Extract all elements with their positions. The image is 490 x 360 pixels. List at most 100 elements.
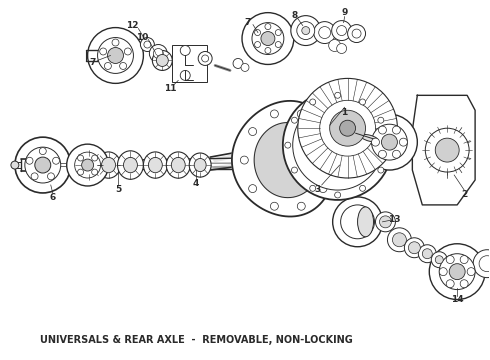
Circle shape [248,185,257,193]
Circle shape [399,138,407,146]
Circle shape [265,48,271,54]
Circle shape [362,114,417,170]
Circle shape [293,100,383,190]
Text: 14: 14 [451,295,464,304]
Text: 5: 5 [115,185,122,194]
Circle shape [241,63,249,71]
Text: 10: 10 [136,33,148,42]
Circle shape [265,24,271,30]
Circle shape [242,13,294,64]
Circle shape [327,156,335,164]
Circle shape [314,22,336,44]
Text: 11: 11 [164,84,176,93]
Circle shape [48,173,54,180]
Polygon shape [232,101,336,216]
Ellipse shape [172,157,185,173]
Circle shape [310,185,316,191]
Circle shape [180,71,190,80]
Circle shape [180,45,190,55]
Circle shape [333,197,383,247]
Ellipse shape [74,150,102,180]
Circle shape [35,157,51,173]
Text: 12: 12 [126,21,139,30]
Circle shape [337,26,346,36]
Ellipse shape [123,157,137,173]
Circle shape [378,150,387,158]
Circle shape [104,63,111,69]
Circle shape [347,24,366,42]
Circle shape [39,148,46,154]
Bar [172,45,207,82]
Circle shape [270,110,278,118]
Circle shape [112,39,119,46]
Circle shape [335,192,341,198]
Circle shape [332,21,352,41]
Circle shape [429,244,485,300]
Circle shape [67,144,108,186]
Circle shape [425,128,469,172]
Circle shape [337,44,346,54]
Ellipse shape [118,151,144,179]
Circle shape [439,268,447,276]
Circle shape [77,169,84,175]
Circle shape [52,157,59,164]
Circle shape [240,156,248,164]
Circle shape [310,99,316,105]
Circle shape [92,169,98,175]
Circle shape [446,256,454,264]
Circle shape [319,185,327,193]
Circle shape [124,48,131,55]
Ellipse shape [144,152,167,178]
Circle shape [392,150,400,158]
Text: UNIVERSALS & REAR AXLE  -  REMOVABLE, NON-LOCKING: UNIVERSALS & REAR AXLE - REMOVABLE, NON-… [40,334,353,345]
Circle shape [435,256,443,264]
Circle shape [291,15,321,45]
Circle shape [378,126,387,134]
Circle shape [285,142,291,148]
Polygon shape [254,122,321,198]
Circle shape [319,100,375,156]
Circle shape [418,245,436,263]
Circle shape [388,228,412,252]
Text: 8: 8 [292,11,298,20]
Circle shape [292,117,297,123]
Circle shape [153,49,163,58]
Circle shape [408,242,420,254]
Circle shape [371,124,407,160]
Circle shape [460,256,468,264]
Circle shape [340,120,356,136]
Text: 4: 4 [193,180,199,189]
Circle shape [382,134,397,150]
Text: 9: 9 [342,8,348,17]
Circle shape [11,161,19,169]
Circle shape [467,268,475,276]
Text: 6: 6 [49,193,56,202]
Circle shape [335,92,341,98]
Circle shape [319,127,327,135]
Circle shape [270,202,278,210]
Circle shape [318,27,331,39]
Text: 13: 13 [388,215,401,224]
Circle shape [298,78,397,178]
Ellipse shape [358,207,373,237]
Circle shape [431,252,447,268]
Circle shape [88,28,144,84]
Circle shape [460,280,468,288]
Circle shape [375,212,395,232]
Circle shape [74,152,100,178]
Circle shape [392,126,400,134]
Circle shape [82,159,94,171]
Circle shape [141,37,154,51]
Circle shape [449,264,465,280]
Polygon shape [413,95,475,205]
Circle shape [385,142,391,148]
Text: 2: 2 [461,190,467,199]
Circle shape [479,256,490,272]
Circle shape [26,157,33,164]
Circle shape [255,41,261,48]
Circle shape [261,32,275,45]
Circle shape [435,138,459,162]
Circle shape [144,41,151,48]
Circle shape [446,280,454,288]
Circle shape [149,45,167,62]
